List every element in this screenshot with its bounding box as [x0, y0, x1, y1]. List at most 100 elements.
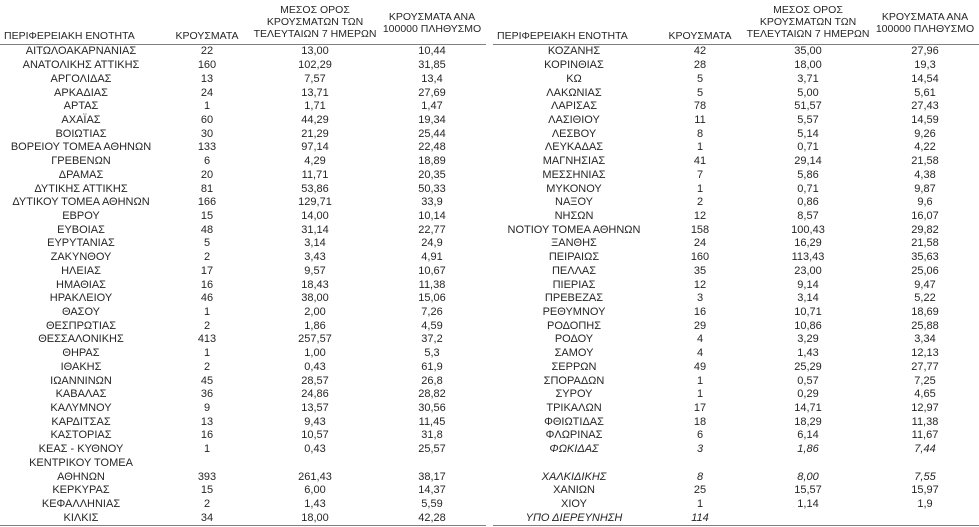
cell-name: ΜΑΓΝΗΣΙΑΣ	[542, 155, 606, 168]
cell-per100k: 11,38	[911, 415, 939, 428]
col-header-avg7-line2: ΚΡΟΥΣΜΑΤΩΝ ΤΩΝ	[266, 16, 364, 28]
cell-per100k: 4,22	[914, 141, 936, 154]
cell-cases: 158	[690, 223, 710, 236]
cell-cases: 160	[197, 59, 217, 72]
cell-per100k: 18,89	[418, 155, 446, 168]
cell-cases: 34	[200, 511, 214, 524]
cell-avg7: 13,00	[301, 45, 329, 58]
cell-cases: 29	[693, 319, 707, 332]
table-row: ΡΟΔΟΥ 4 3,29 3,34	[493, 333, 979, 347]
cell-cases: 30	[200, 127, 214, 140]
table-row: ΦΛΩΡΙΝΑΣ 6 6,14 11,67	[493, 429, 979, 443]
cell-cases: 16	[200, 429, 214, 442]
cell-avg7: 51,57	[794, 100, 822, 113]
cell-avg7: 18,00	[301, 511, 329, 524]
cell-per100k: 19,3	[914, 59, 936, 72]
table-row: ΠΡΕΒΕΖΑΣ 3 3,14 5,22	[493, 292, 979, 306]
cell-avg7: 44,29	[301, 113, 329, 126]
table-row: ΓΡΕΒΕΝΩΝ 6 4,29 18,89	[0, 155, 486, 169]
cell-name: ΧΑΛΚΙΔΙΚΗΣ	[541, 470, 607, 483]
cell-per100k: 22,48	[418, 141, 446, 154]
col-header-avg7: ΜΕΣΟΣ ΟΡΟΣ ΚΡΟΥΣΜΑΤΩΝ ΤΩΝ ΤΕΛΕΥΤΑΙΩΝ 7 Η…	[745, 4, 871, 44]
cell-per100k: 11,67	[911, 429, 939, 442]
cell-name: ΣΥΡΟΥ	[555, 388, 593, 401]
cell-per100k: 31,85	[418, 59, 446, 72]
cell-name: ΑΘΗΝΩΝ	[57, 470, 105, 483]
left-table-body: ΑΙΤΩΛΟΑΚΑΡΝΑΝΙΑΣ 22 13,00 10,44 ΑΝΑΤΟΛΙΚΗΣ Α…	[0, 45, 486, 527]
cell-per100k: 10,67	[418, 264, 446, 277]
cell-avg7: 9,43	[304, 415, 326, 428]
cell-avg7: 9,57	[304, 264, 326, 277]
cell-avg7: 8,57	[797, 209, 819, 222]
cell-avg7: 0,71	[797, 182, 819, 195]
cell-per100k: 38,17	[418, 470, 446, 483]
cell-cases: 413	[197, 333, 217, 346]
cell-avg7: 5,57	[797, 113, 819, 126]
col-header-region: ΠΕΡΙΦΕΡΕΙΑΚΗ ΕΝΟΤΗΤΑ	[4, 30, 135, 42]
cell-avg7: 13,71	[301, 86, 329, 99]
cell-cases: 1	[203, 100, 211, 113]
cell-name: ΗΛΕΙΑΣ	[61, 264, 101, 277]
table-row: ΚΕΝΤΡΙΚΟΥ ΤΟΜΕΑ	[0, 457, 486, 471]
cell-cases: 7	[696, 168, 704, 181]
cell-avg7: 261,43	[298, 470, 332, 483]
cell-name: ΝΑΞΟΥ	[555, 196, 593, 209]
cell-name: ΕΥΒΟΙΑΣ	[57, 223, 105, 236]
col-header-avg7-line2: ΚΡΟΥΣΜΑΤΩΝ ΤΩΝ	[759, 16, 857, 28]
cell-avg7: 0,29	[797, 388, 819, 401]
table-row: ΣΠΟΡΑΔΩΝ 1 0,57 7,25	[493, 374, 979, 388]
cell-avg7: 14,00	[301, 209, 329, 222]
cell-per100k: 12,97	[911, 402, 939, 415]
cell-per100k: 25,06	[911, 264, 939, 277]
cell-avg7: 29,14	[794, 155, 822, 168]
cell-name: ΔΥΤΙΚΟΥ ΤΟΜΕΑ ΑΘΗΝΩΝ	[12, 196, 150, 209]
cell-cases: 1	[696, 141, 704, 154]
table-row: ΚΑΒΑΛΑΣ 36 24,86 28,82	[0, 388, 486, 402]
cell-avg7: 6,00	[304, 484, 326, 497]
cell-cases: 36	[200, 388, 214, 401]
cell-name: ΜΕΣΣΗΝΙΑΣ	[542, 168, 606, 181]
cell-cases: 1	[203, 347, 211, 360]
cell-name: ΣΑΜΟΥ	[554, 347, 594, 360]
cell-name: ΛΕΣΒΟΥ	[551, 127, 597, 140]
col-header-cases: ΚΡΟΥΣΜΑΤΑ	[668, 30, 732, 42]
cell-avg7: 257,57	[298, 333, 332, 346]
cell-avg7: 11,71	[301, 168, 329, 181]
cell-per100k: 28,82	[418, 388, 446, 401]
cell-cases: 4	[696, 333, 704, 346]
cell-cases: 49	[693, 360, 707, 373]
cell-cases: 78	[693, 100, 707, 113]
cell-per100k: 15,06	[418, 292, 446, 305]
cell-name: ΛΑΡΙΣΑΣ	[550, 100, 597, 113]
cell-cases: 48	[200, 223, 214, 236]
left-table-header: ΠΕΡΙΦΕΡΕΙΑΚΗ ΕΝΟΤΗΤΑ ΚΡΟΥΣΜΑΤΑ ΜΕΣΟΣ ΟΡΟ…	[0, 0, 486, 45]
table-row: ΧΑΝΙΩΝ 25 15,57 15,97	[493, 484, 979, 498]
cell-name: ΑΡΤΑΣ	[63, 100, 99, 113]
cell-name: ΑΧΑΪΑΣ	[61, 113, 101, 126]
table-row: ΡΕΘΥΜΝΟΥ 16 10,71 18,69	[493, 306, 979, 320]
table-row: ΚΕΡΚΥΡΑΣ 15 6,00 14,37	[0, 484, 486, 498]
table-row: ΑΝΑΤΟΛΙΚΗΣ ΑΤΤΙΚΗΣ 160 102,29 31,85	[0, 59, 486, 73]
cell-per100k: 14,59	[911, 113, 939, 126]
col-header-avg7-line1: ΜΕΣΟΣ ΟΡΟΣ	[773, 4, 843, 16]
cell-per100k: 1,47	[421, 100, 443, 113]
cell-per100k: 42,28	[418, 511, 446, 524]
cell-per100k: 7,26	[421, 306, 443, 319]
cell-cases: 81	[200, 182, 214, 195]
cell-avg7: 28,57	[301, 374, 329, 387]
cell-cases: 6	[696, 429, 704, 442]
cell-per100k: 4,59	[421, 319, 443, 332]
cell-per100k: 3,34	[914, 333, 936, 346]
cell-avg7: 10,71	[794, 306, 822, 319]
cell-cases: 18	[693, 415, 707, 428]
cell-name: ΖΑΚΥΝΘΟΥ	[50, 251, 112, 264]
cell-per100k: 5,59	[421, 498, 443, 511]
table-row: ΗΛΕΙΑΣ 17 9,57 10,67	[0, 265, 486, 279]
cell-cases: 8	[696, 127, 704, 140]
cell-cases: 4	[696, 347, 704, 360]
cell-cases: 1	[696, 498, 704, 511]
cell-cases: 13	[200, 72, 214, 85]
cell-per100k: 4,38	[914, 168, 936, 181]
cell-avg7: 13,57	[301, 402, 329, 415]
